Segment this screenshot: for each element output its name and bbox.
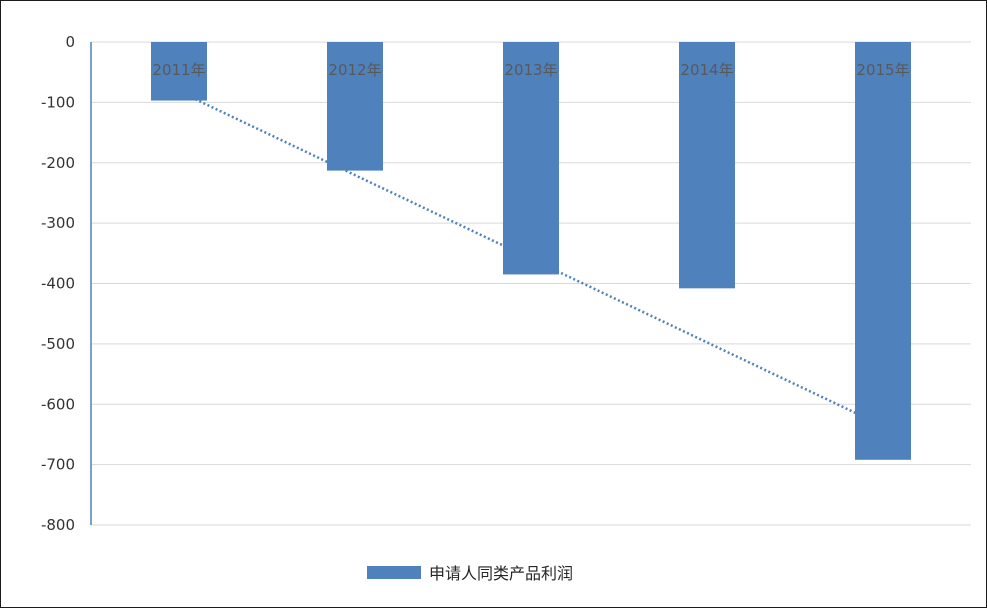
y-tick-label: -600 [41,395,75,413]
legend: 申请人同类产品利润 [367,564,573,583]
legend-label: 申请人同类产品利润 [429,564,573,583]
legend-swatch [367,566,421,579]
bar [679,42,735,289]
y-tick-label: -200 [41,154,75,172]
bar [327,42,383,171]
y-tick-label: -500 [41,335,75,353]
x-category-label: 2013年 [504,61,557,79]
bar [151,42,207,101]
y-tick-label: 0 [65,33,75,51]
x-category-label: 2014年 [680,61,733,79]
bars [151,42,911,460]
bar [503,42,559,275]
y-tick-label: -700 [41,456,75,474]
trendline-path [178,90,884,428]
trendline [178,90,884,428]
x-category-label: 2011年 [152,61,205,79]
gridlines [91,41,971,526]
category-labels: 2011年 2012年 2013年 2014年 2015年 [152,61,909,79]
bar [855,42,911,460]
y-axis: 0 -100 -200 -300 -400 -500 -600 -700 -800 [41,33,92,534]
x-category-label: 2015年 [856,61,909,79]
y-tick-label: -400 [41,275,75,293]
y-tick-label: -300 [41,214,75,232]
y-tick-label: -800 [41,516,75,534]
y-tick-label: -100 [41,93,75,111]
x-category-label: 2012年 [328,61,381,79]
